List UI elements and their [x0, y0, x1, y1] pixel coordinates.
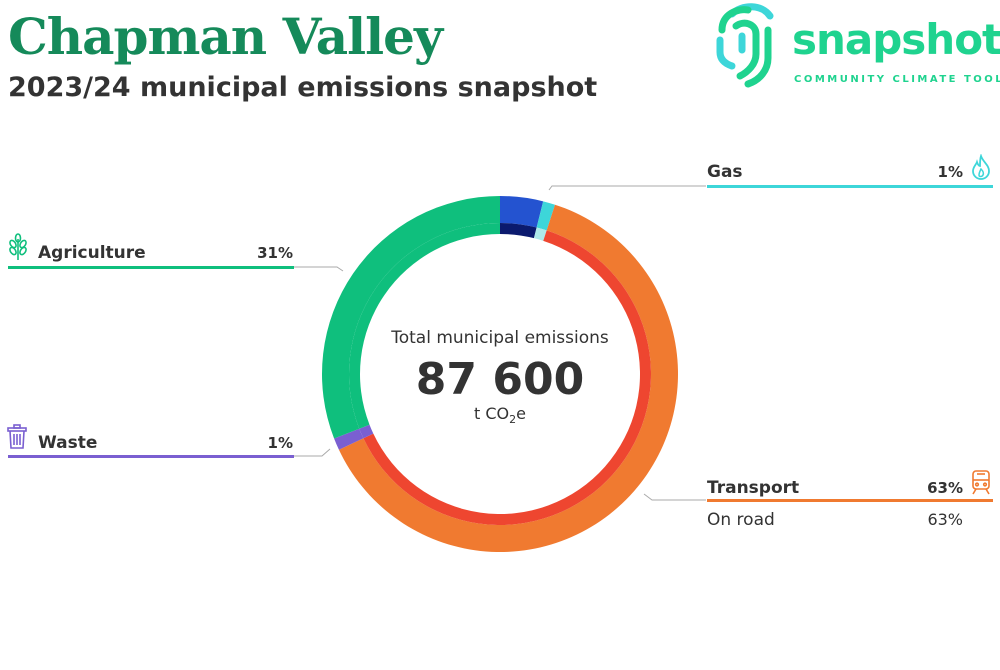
leader-line-transport [643, 493, 706, 501]
train-icon [972, 470, 990, 495]
leader-line-gas [548, 185, 706, 191]
logo-wordmark: snapshot [792, 15, 1000, 64]
page-subtitle: 2023/24 municipal emissions snapshot [8, 72, 598, 103]
total-unit: t CO2e [474, 404, 526, 427]
logo-tagline: COMMUNITY CLIMATE TOOL [794, 74, 1000, 85]
trash-bin-icon [7, 424, 27, 449]
leader-line-waste [294, 448, 331, 457]
legend-percent-transport: 63% [927, 479, 963, 497]
leader-line-agriculture [294, 266, 344, 272]
total-value: 87 600 [415, 354, 585, 405]
donut-inner-ring-waste [359, 424, 374, 439]
donut-slice-electricity [500, 196, 544, 228]
legend-underline-agriculture [8, 266, 294, 269]
donut-inner-ring-electricity [500, 223, 537, 239]
legend-underline-gas [707, 185, 993, 188]
flame-icon [972, 154, 990, 180]
legend-label-waste: Waste [38, 433, 98, 453]
legend-percent-on-road: 63% [927, 510, 963, 529]
fingerprint-logo-icon [716, 3, 774, 88]
legend-percent-waste: 1% [267, 434, 293, 452]
snapshot-logo[interactable]: snapshot COMMUNITY CLIMATE TOOL [712, 0, 1000, 90]
legend-label-on-road: On road [707, 510, 775, 530]
legend-percent-gas: 1% [937, 163, 963, 181]
donut-slice-agriculture [322, 196, 500, 439]
legend-underline-waste [8, 455, 294, 458]
legend-percent-agriculture: 31% [257, 244, 293, 262]
donut-slice-gas [536, 201, 556, 231]
donut-inner-ring-agriculture [349, 223, 500, 429]
total-label: Total municipal emissions [391, 328, 609, 348]
donut-slice-waste [334, 428, 364, 450]
legend-label-gas: Gas [707, 162, 743, 182]
legend-label-agriculture: Agriculture [38, 243, 146, 263]
donut-inner-ring-gas [533, 227, 547, 241]
legend-label-transport: Transport [707, 478, 800, 498]
legend-underline-transport [707, 499, 993, 502]
page-title: Chapman Valley [8, 7, 443, 66]
wheat-icon [9, 233, 27, 260]
